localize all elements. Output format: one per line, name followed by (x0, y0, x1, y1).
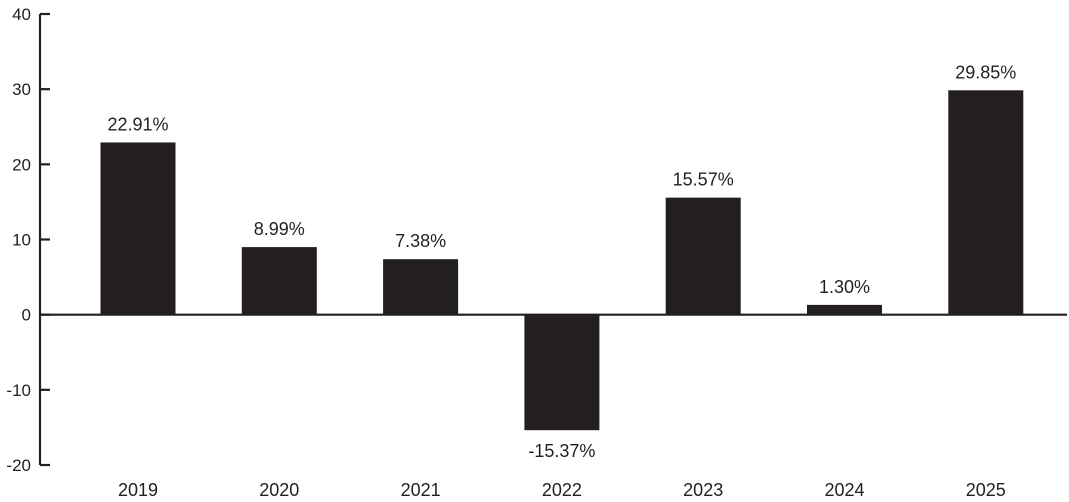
bar-2025 (948, 90, 1024, 315)
category-label-2019: 2019 (118, 480, 158, 500)
data-labels: 22.91% 8.99% 7.38% -15.37% 15.57% 1.30% 29.85% (107, 62, 1016, 461)
y-tick-label: -20 (6, 456, 31, 475)
bar-2024 (807, 304, 882, 315)
bar-2020 (241, 247, 317, 315)
category-label-2023: 2023 (683, 480, 723, 500)
data-label-2021: 7.38% (395, 231, 446, 251)
data-label-2019: 22.91% (107, 114, 168, 134)
bar-2019 (100, 142, 176, 315)
bar-2023 (665, 197, 741, 315)
category-label-2022: 2022 (542, 480, 582, 500)
category-label-2020: 2020 (259, 480, 299, 500)
data-label-2023: 15.57% (673, 170, 734, 190)
y-tick-label: 20 (12, 155, 31, 174)
data-label-2022: -15.37% (528, 441, 595, 461)
y-tick-label: 10 (12, 231, 31, 250)
category-label-2025: 2025 (966, 480, 1006, 500)
category-label-2021: 2021 (401, 480, 441, 500)
data-label-2024: 1.30% (819, 277, 870, 297)
y-tick-label: -10 (6, 381, 31, 400)
bar-2022 (524, 314, 600, 431)
y-axis: -20 -10 0 10 20 30 40 (6, 5, 50, 475)
y-tick-label: 0 (22, 306, 31, 325)
category-labels: 2019 2020 2021 2022 2023 2024 2025 (118, 480, 1006, 500)
y-tick-label: 30 (12, 80, 31, 99)
category-label-2024: 2024 (824, 480, 864, 500)
data-label-2020: 8.99% (254, 219, 305, 239)
bar-2021 (383, 259, 459, 315)
y-tick-label: 40 (12, 5, 31, 24)
bars (100, 90, 1024, 431)
data-label-2025: 29.85% (955, 62, 1016, 82)
